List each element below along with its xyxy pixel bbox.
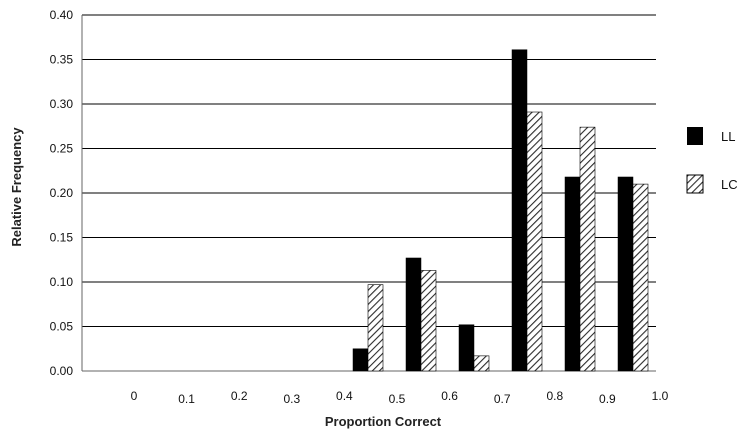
y-tick-labels: 0.00 0.05 0.10 0.15 0.20 0.25 0.30 0.35 0.40: [50, 8, 74, 378]
x-tick-label: 0.9: [599, 392, 616, 406]
bar-ll-5: [617, 176, 634, 372]
bar-lc-1: [420, 270, 437, 372]
y-tick-label: 0.40: [50, 8, 74, 22]
x-tick-label: 0.5: [389, 392, 406, 406]
x-tick-label: 0.6: [441, 389, 458, 403]
x-tick-label: 0.1: [178, 392, 195, 406]
legend-swatch-lc: [686, 174, 704, 194]
y-tick-label: 0.10: [50, 275, 74, 289]
bar-lc-0: [367, 284, 384, 372]
bar-lc-2: [473, 355, 490, 372]
y-tick-label: 0.20: [50, 186, 74, 200]
x-tick-label: 0.7: [494, 392, 511, 406]
legend-label-lc: LC: [721, 177, 737, 192]
y-tick-label: 0.05: [50, 320, 74, 334]
y-tick-label: 0.15: [50, 231, 74, 245]
y-tick-label: 0.00: [50, 364, 74, 378]
x-tick-label: 0.2: [231, 389, 248, 403]
x-tick-labels: 0 0.1 0.2 0.3 0.4 0.5 0.6 0.7 0.8 0.9 1.0: [131, 389, 669, 406]
x-tick-label: 0.8: [546, 389, 563, 403]
legend-swatch-ll: [687, 127, 703, 145]
bar-ll-3: [511, 49, 528, 372]
x-tick-label: 1.0: [652, 389, 669, 403]
bar-lc-5: [632, 183, 649, 372]
x-tick-label: 0.3: [283, 392, 300, 406]
y-tick-label: 0.25: [50, 142, 74, 156]
legend: LL LC: [686, 127, 737, 194]
bar-ll-0: [352, 348, 369, 372]
bar-ll-4: [564, 176, 581, 372]
x-axis-title: Proportion Correct: [325, 414, 442, 429]
bars: [352, 49, 649, 372]
bar-ll-1: [405, 257, 422, 372]
bar-lc-3: [526, 111, 543, 372]
y-axis-title: Relative Frequency: [9, 127, 24, 247]
legend-label-ll: LL: [721, 129, 735, 144]
x-tick-label: 0.4: [336, 389, 353, 403]
bar-lc-4: [579, 126, 596, 372]
y-tick-label: 0.35: [50, 53, 74, 67]
y-tick-label: 0.30: [50, 97, 74, 111]
x-tick-label: 0: [131, 389, 138, 403]
gridlines: [82, 14, 656, 327]
bar-ll-2: [458, 324, 475, 372]
